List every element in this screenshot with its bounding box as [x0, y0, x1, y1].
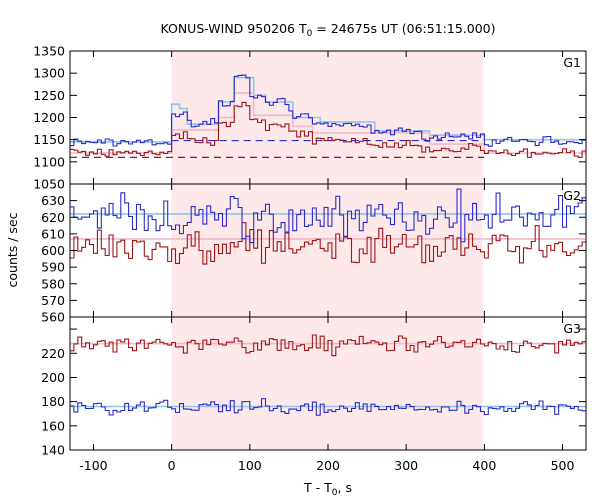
panel-g1: 1050 1100 1150 1200 1250 1300 1350 G1	[33, 44, 587, 192]
y-tick-label: 140	[41, 443, 65, 458]
x-tick-label: 0	[168, 458, 176, 473]
y-axis-label: counts / sec	[5, 212, 20, 287]
y-tick-label: 1350	[33, 44, 65, 59]
y-tick-label: 1200	[33, 110, 65, 125]
y-tick-label: 570	[41, 293, 65, 308]
count-rate-blue-series	[70, 398, 586, 416]
y-tick-label: 630	[41, 193, 65, 208]
panel-label: G1	[563, 55, 581, 70]
x-axis-label: T - T0, s	[303, 480, 352, 498]
count-rate-red-series	[70, 334, 586, 357]
y-tick-label: 590	[41, 260, 65, 275]
y-tick-label: 220	[41, 346, 65, 361]
count-rate-blue-series	[70, 74, 586, 147]
count-rate-red-series	[70, 222, 586, 265]
y-tick-label: 560	[41, 310, 65, 325]
x-tick-label: 400	[472, 458, 496, 473]
y-tick-label: 200	[41, 370, 65, 385]
panel-g3: 140 160 180 200 220 G3	[41, 316, 587, 458]
y-tick-label: 1050	[33, 177, 65, 192]
panels-group: 1050110011501200125013001350G15605705805…	[33, 44, 587, 473]
y-tick-label: 160	[41, 418, 65, 433]
count-rate-red-series	[70, 101, 586, 158]
y-tick-label: 1150	[33, 132, 65, 147]
panel-label: G3	[563, 321, 581, 336]
model-step-pink	[70, 92, 586, 154]
highlight-interval	[171, 317, 483, 450]
x-tick-label: 100	[238, 458, 262, 473]
y-tick-label: 1250	[33, 88, 65, 103]
y-tick-label: 620	[41, 210, 65, 225]
x-tick-label: 500	[551, 458, 575, 473]
y-tick-label: 1100	[33, 154, 65, 169]
x-tick-label: 200	[316, 458, 340, 473]
y-tick-label: 180	[41, 394, 65, 409]
x-tick-label: 300	[394, 458, 418, 473]
y-tick-label: 1300	[33, 66, 65, 81]
panel-label: G2	[563, 188, 581, 203]
x-tick-label: -100	[79, 458, 107, 473]
y-tick-label: 610	[41, 226, 65, 241]
y-tick-label: 580	[41, 276, 65, 291]
count-rate-blue-series	[70, 188, 586, 244]
chart-title: KONUS-WIND 950206 T0 = 24675s UT (06:51:…	[160, 21, 495, 39]
y-tick-label: 600	[41, 243, 65, 258]
